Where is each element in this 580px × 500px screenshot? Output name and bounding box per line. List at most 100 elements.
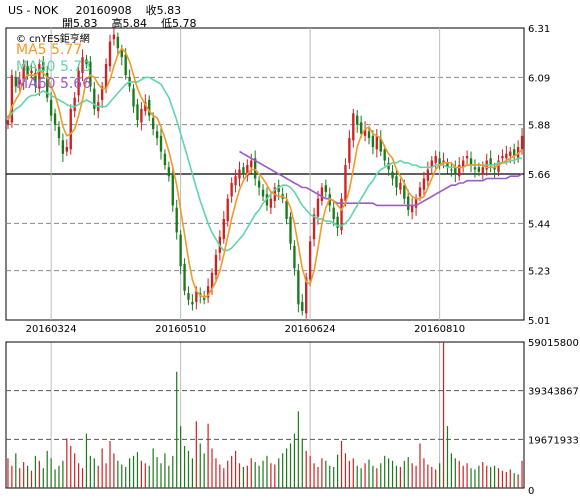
candle-body <box>383 149 386 161</box>
candle-body <box>104 63 108 89</box>
legend-ma60-name: MA60 <box>16 76 56 92</box>
volume-ytick-label: 0 <box>528 486 534 497</box>
candle-body <box>250 160 253 168</box>
candle-body <box>418 187 422 197</box>
candle-body <box>30 70 33 73</box>
candle-body <box>195 290 198 303</box>
candle-body <box>132 88 135 107</box>
candle-body <box>375 135 379 150</box>
candle-body <box>187 293 190 300</box>
candle-body <box>344 165 347 201</box>
candle-body <box>465 156 469 159</box>
candle-body <box>340 198 343 231</box>
candle-body <box>100 86 104 100</box>
candle-body <box>89 61 92 87</box>
legend-ma5: MA5 5.77 <box>16 43 82 57</box>
candle-body <box>430 160 433 168</box>
candle-body <box>124 54 127 76</box>
candle-body <box>179 234 182 267</box>
xtick-label: 20160810 <box>414 324 465 335</box>
candle-body <box>324 185 328 192</box>
candle-body <box>53 113 57 125</box>
candle-body <box>171 174 174 206</box>
candle-body <box>108 41 112 67</box>
candle-body <box>159 135 163 152</box>
candle-body <box>489 158 492 166</box>
price-ytick-label: 5.88 <box>528 121 550 132</box>
low-label: 低 <box>161 17 172 30</box>
ma5-line <box>7 46 523 299</box>
legend-ma5-value: 5.77 <box>51 42 83 58</box>
candle-body <box>81 57 84 73</box>
candle-body <box>505 153 508 159</box>
candle-body <box>77 70 80 96</box>
candle-body <box>414 198 418 208</box>
candle-body <box>446 162 449 168</box>
candle-body <box>42 61 45 71</box>
candle-body <box>148 99 151 116</box>
candle-body <box>61 140 65 154</box>
candle-body <box>120 50 123 58</box>
candle-body <box>69 108 72 150</box>
candle-body <box>410 205 414 213</box>
candle-body <box>426 169 430 181</box>
candle-body <box>112 34 116 40</box>
candle-body <box>140 108 143 123</box>
candle-body <box>191 302 194 305</box>
candle-body <box>293 245 296 269</box>
candle-body <box>348 138 351 163</box>
candle-body <box>14 77 17 87</box>
candle-body <box>450 169 453 171</box>
candle-body <box>422 178 426 190</box>
candle-body <box>6 120 10 125</box>
candle-body <box>407 196 410 210</box>
candle-body <box>289 216 292 244</box>
legend-ma60-value: 5.66 <box>59 76 92 92</box>
candle-body <box>202 297 206 300</box>
candle-body <box>222 218 225 240</box>
candle-body <box>38 63 41 89</box>
candle-body <box>481 167 484 174</box>
candle-body <box>167 167 171 177</box>
candle-body <box>461 160 465 168</box>
candle-body <box>73 97 76 112</box>
symbol-label: US - NOK <box>8 4 59 17</box>
close-label: 收 <box>145 4 157 17</box>
candle-body <box>403 185 406 199</box>
high-value: 5.84 <box>122 17 148 30</box>
xtick-label: 20160624 <box>285 324 336 335</box>
low-value: 5.78 <box>172 17 197 30</box>
ma20-line <box>7 76 522 252</box>
candle-body <box>438 158 441 166</box>
candle-body <box>183 263 186 291</box>
candle-body <box>493 167 496 170</box>
brand-watermark: © cnYES鉅亨網 <box>16 34 90 45</box>
price-ytick-label: 6.31 <box>528 24 550 35</box>
candle-body <box>305 277 308 314</box>
candle-body <box>10 75 14 123</box>
candle-body <box>116 36 120 49</box>
candle-body <box>18 79 21 85</box>
candle-body <box>454 167 457 174</box>
candle-body <box>22 63 25 82</box>
volume-ytick-label: 59015800 <box>528 338 579 349</box>
legend-ma20-name: MA20 <box>16 59 56 75</box>
candle-body <box>214 254 218 276</box>
volume-panel: 59015800 39343867 19671933 0 <box>5 338 579 497</box>
candle-body <box>93 88 96 109</box>
candle-body <box>175 207 178 233</box>
legend-ma20-value: 5.73 <box>59 59 92 75</box>
open-label: 開 <box>62 17 73 30</box>
candle-body <box>206 286 210 298</box>
price-ytick-label: 6.09 <box>528 73 550 84</box>
candle-body <box>277 185 280 192</box>
candle-body <box>442 160 445 163</box>
candle-body <box>238 169 241 179</box>
close-value: 5.83 <box>156 4 182 17</box>
candle-body <box>254 158 257 179</box>
xtick-label: 20160324 <box>26 324 77 335</box>
legend-ma60: MA60 5.66 <box>16 77 91 91</box>
candle-body <box>85 59 88 64</box>
candle-body <box>509 151 512 157</box>
